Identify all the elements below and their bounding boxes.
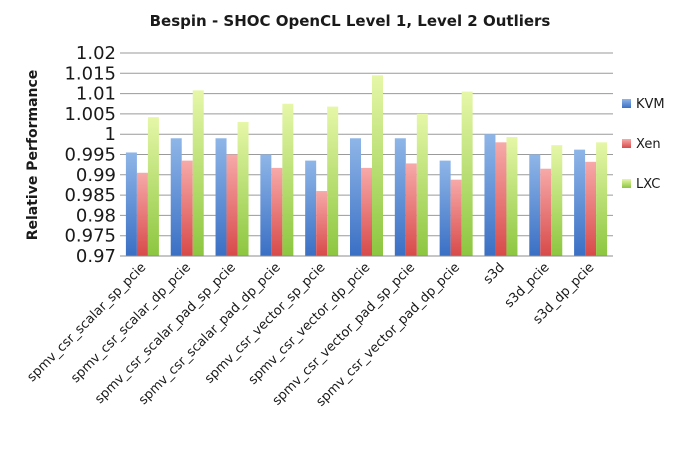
- x-tick-labels: spmv_csr_scalar_sp_pciespmv_csr_scalar_d…: [24, 260, 597, 409]
- bar-lxc: [506, 137, 518, 256]
- legend-swatch-xen: [622, 139, 631, 148]
- bar-lxc: [416, 113, 428, 257]
- bar-xen: [540, 168, 552, 256]
- legend: KVM Xen LXC: [622, 97, 665, 192]
- x-tick-label: s3d: [481, 260, 508, 287]
- bar-xen: [361, 167, 372, 256]
- y-axis-label: Relative Performance: [25, 70, 41, 241]
- y-tick-label: 0.975: [64, 226, 116, 247]
- legend-swatch-lxc: [622, 179, 631, 188]
- bar-kvm: [125, 152, 137, 256]
- y-tick-label: 0.985: [64, 185, 116, 206]
- bar-kvm: [350, 138, 361, 256]
- legend-swatch-kvm: [622, 99, 631, 108]
- bar-kvm: [305, 160, 317, 256]
- bar-lxc: [551, 145, 563, 256]
- bar-lxc: [327, 106, 339, 256]
- y-tick-label: 1.01: [76, 84, 116, 105]
- bar-lxc: [461, 91, 473, 256]
- bar-lxc: [372, 75, 383, 256]
- y-tick-label: 1: [105, 124, 116, 145]
- y-tick-label: 1.015: [64, 63, 116, 84]
- bar-xen: [271, 167, 283, 256]
- bar-xen: [181, 160, 193, 256]
- legend-label-lxc: LXC: [636, 177, 660, 192]
- bar-kvm: [394, 138, 406, 256]
- y-tick-label: 0.97: [76, 246, 116, 267]
- bar-lxc: [282, 103, 294, 256]
- y-tick-labels: 0.970.9750.980.9850.990.99511.0051.011.0…: [64, 43, 116, 267]
- bar-kvm: [170, 138, 182, 256]
- bar-xen: [226, 154, 238, 256]
- bar-xen: [405, 163, 417, 256]
- bar-kvm: [260, 154, 272, 256]
- bar-xen: [585, 161, 597, 256]
- bar-xen: [450, 179, 462, 256]
- bar-lxc: [147, 117, 159, 256]
- bar-kvm: [215, 138, 227, 256]
- y-tick-label: 0.99: [76, 165, 116, 186]
- bar-xen: [136, 172, 148, 256]
- y-tick-label: 1.005: [64, 104, 116, 125]
- bar-kvm: [484, 134, 496, 256]
- legend-label-xen: Xen: [636, 137, 661, 152]
- y-tick-label: 0.995: [64, 145, 116, 166]
- bar-kvm: [529, 154, 541, 256]
- y-tick-label: 0.98: [76, 205, 116, 226]
- bar-lxc: [237, 122, 249, 257]
- bars: [125, 75, 608, 257]
- bar-lxc: [192, 90, 204, 257]
- bar-xen: [316, 191, 328, 256]
- bar-xen: [495, 142, 507, 256]
- chart-title: Bespin - SHOC OpenCL Level 1, Level 2 Ou…: [150, 12, 551, 30]
- bar-kvm: [574, 149, 586, 256]
- bar-lxc: [596, 142, 608, 256]
- bar-kvm: [439, 160, 451, 256]
- y-tick-label: 1.02: [76, 43, 116, 64]
- legend-label-kvm: KVM: [636, 97, 665, 112]
